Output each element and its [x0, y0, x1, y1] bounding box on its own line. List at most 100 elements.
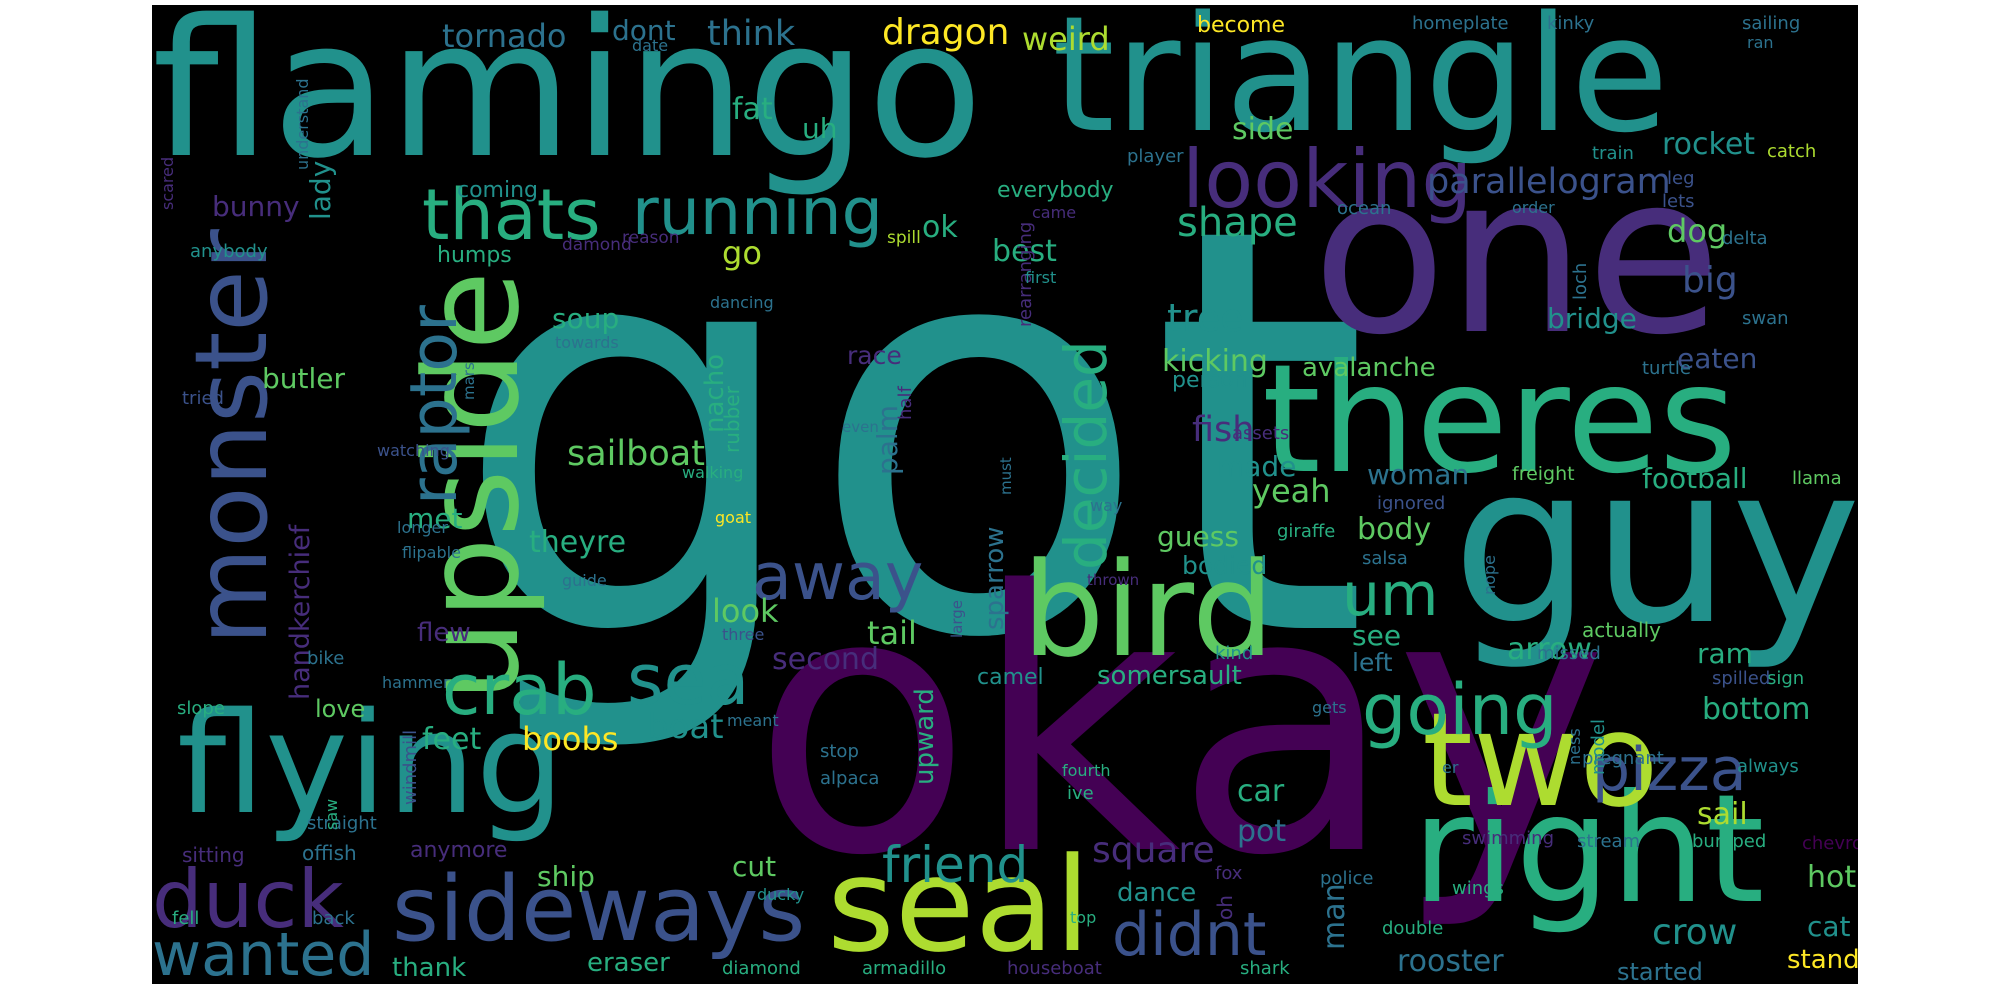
cloud-word: ocean — [1337, 198, 1392, 219]
cloud-word: way — [1090, 496, 1123, 515]
cloud-word: leg — [1667, 168, 1695, 189]
cloud-word: weird — [1022, 20, 1110, 58]
cloud-word: swan — [1742, 308, 1789, 329]
cloud-word: away — [752, 540, 924, 615]
cloud-word: tree — [1167, 296, 1244, 340]
cloud-word: running — [632, 175, 883, 250]
cloud-word: crow — [1652, 912, 1738, 953]
cloud-word: train — [1592, 143, 1634, 164]
cloud-word: fell — [172, 908, 200, 929]
cloud-word: model — [1588, 718, 1609, 775]
cloud-word: triangle — [1052, 5, 1669, 168]
cloud-word: friend — [882, 836, 1029, 894]
cloud-word: fat — [732, 92, 773, 127]
cloud-word: feet — [422, 722, 482, 757]
cloud-word: ducky — [757, 885, 805, 904]
cloud-word: order — [1512, 198, 1555, 217]
cloud-word: made — [1217, 450, 1297, 483]
cloud-word: thrown — [1087, 571, 1140, 589]
cloud-word: theres — [1262, 333, 1737, 507]
cloud-word: started — [1617, 958, 1703, 984]
cloud-word: monster — [173, 229, 290, 645]
cloud-word: fish — [1192, 410, 1255, 450]
word-cloud: got okay flamingo triangle one guy there… — [152, 5, 1858, 984]
cloud-word: dog — [1667, 212, 1728, 250]
cloud-word: bottom — [1702, 692, 1811, 727]
cloud-word: coming — [457, 178, 539, 203]
cloud-word: race — [847, 341, 902, 370]
cloud-word: dance — [1117, 878, 1197, 908]
cloud-word: shape — [1177, 200, 1298, 246]
cloud-word: kicking — [1162, 344, 1268, 379]
cloud-word: ram — [1697, 637, 1753, 670]
cloud-word: pizza — [1592, 735, 1747, 805]
cloud-word: fourth — [1062, 761, 1111, 780]
cloud-word: giraffe — [1277, 521, 1336, 542]
cloud-word: rooster — [1397, 944, 1504, 979]
cloud-word: sitting — [182, 843, 245, 867]
cloud-word: body — [1357, 512, 1432, 547]
cloud-word: sailboat — [567, 434, 705, 474]
cloud-word: humps — [437, 243, 512, 268]
cloud-word: alpaca — [820, 768, 880, 789]
cloud-word: football — [1642, 462, 1748, 495]
cloud-word: flew — [417, 618, 471, 648]
cloud-word: sailing — [1742, 13, 1801, 34]
cloud-word: okay — [752, 515, 1609, 934]
cloud-word: decided — [1052, 340, 1120, 570]
cloud-word: dancing — [710, 293, 774, 312]
cloud-word: parallelogram — [1427, 162, 1671, 202]
cloud-word: seal — [827, 829, 1091, 981]
cloud-word: homeplate — [1412, 13, 1509, 34]
cloud-word: anymore — [410, 838, 508, 863]
cloud-word: large — [948, 599, 966, 638]
cloud-word: mars — [460, 362, 478, 400]
cloud-word: always — [1737, 756, 1799, 777]
cloud-word: windmill — [400, 729, 421, 805]
cloud-word: llama — [1792, 468, 1842, 489]
cloud-word: boat — [647, 707, 724, 747]
cloud-word: pregnant — [1582, 748, 1664, 769]
cloud-word: everybody — [997, 178, 1114, 203]
cloud-word: car — [1237, 774, 1285, 809]
cloud-word: thats — [422, 174, 601, 256]
cloud-word: got — [452, 109, 1370, 761]
cloud-word: met — [407, 502, 463, 535]
cloud-word: ignored — [1377, 493, 1446, 514]
cloud-word: woman — [1367, 458, 1470, 491]
cloud-word: sea — [627, 639, 750, 721]
cloud-word: back — [312, 908, 355, 929]
cloud-word: duck — [152, 853, 344, 946]
cloud-word: pot — [1237, 814, 1287, 849]
cloud-word: ship — [537, 860, 595, 893]
cloud-word: wings — [1452, 878, 1504, 899]
cloud-word: flying — [177, 683, 565, 846]
cloud-word: yeah — [1252, 472, 1331, 510]
cloud-word: assets — [1232, 423, 1290, 444]
cloud-word: armadillo — [862, 958, 947, 979]
cloud-word: meant — [727, 711, 779, 730]
cloud-word: came — [1032, 203, 1077, 222]
cloud-word: top — [1070, 908, 1097, 927]
cloud-word: reason — [622, 228, 680, 248]
cloud-word: half — [895, 386, 916, 420]
cloud-word: rocket — [1662, 127, 1756, 162]
cloud-word: actually — [1582, 618, 1661, 642]
cloud-word: somersault — [1097, 661, 1242, 691]
cloud-word: damond — [562, 235, 632, 255]
cloud-word: anybody — [190, 241, 268, 262]
cloud-word: become — [1197, 13, 1286, 38]
cloud-word: nope — [1480, 555, 1499, 595]
cloud-word: tried — [182, 388, 224, 409]
cloud-word: raptor — [397, 305, 472, 505]
cloud-word: police — [1320, 868, 1374, 889]
cloud-word: cat — [1807, 910, 1851, 943]
cloud-word: bridge — [1547, 302, 1637, 335]
cloud-word: gets — [1312, 698, 1347, 717]
cloud-word: houseboat — [1007, 958, 1102, 979]
cloud-word: right — [1412, 763, 1765, 937]
cloud-word: saw — [322, 798, 341, 830]
cloud-word: square — [1092, 830, 1215, 871]
cloud-word: even — [842, 418, 879, 436]
cloud-word: scared — [158, 156, 177, 210]
